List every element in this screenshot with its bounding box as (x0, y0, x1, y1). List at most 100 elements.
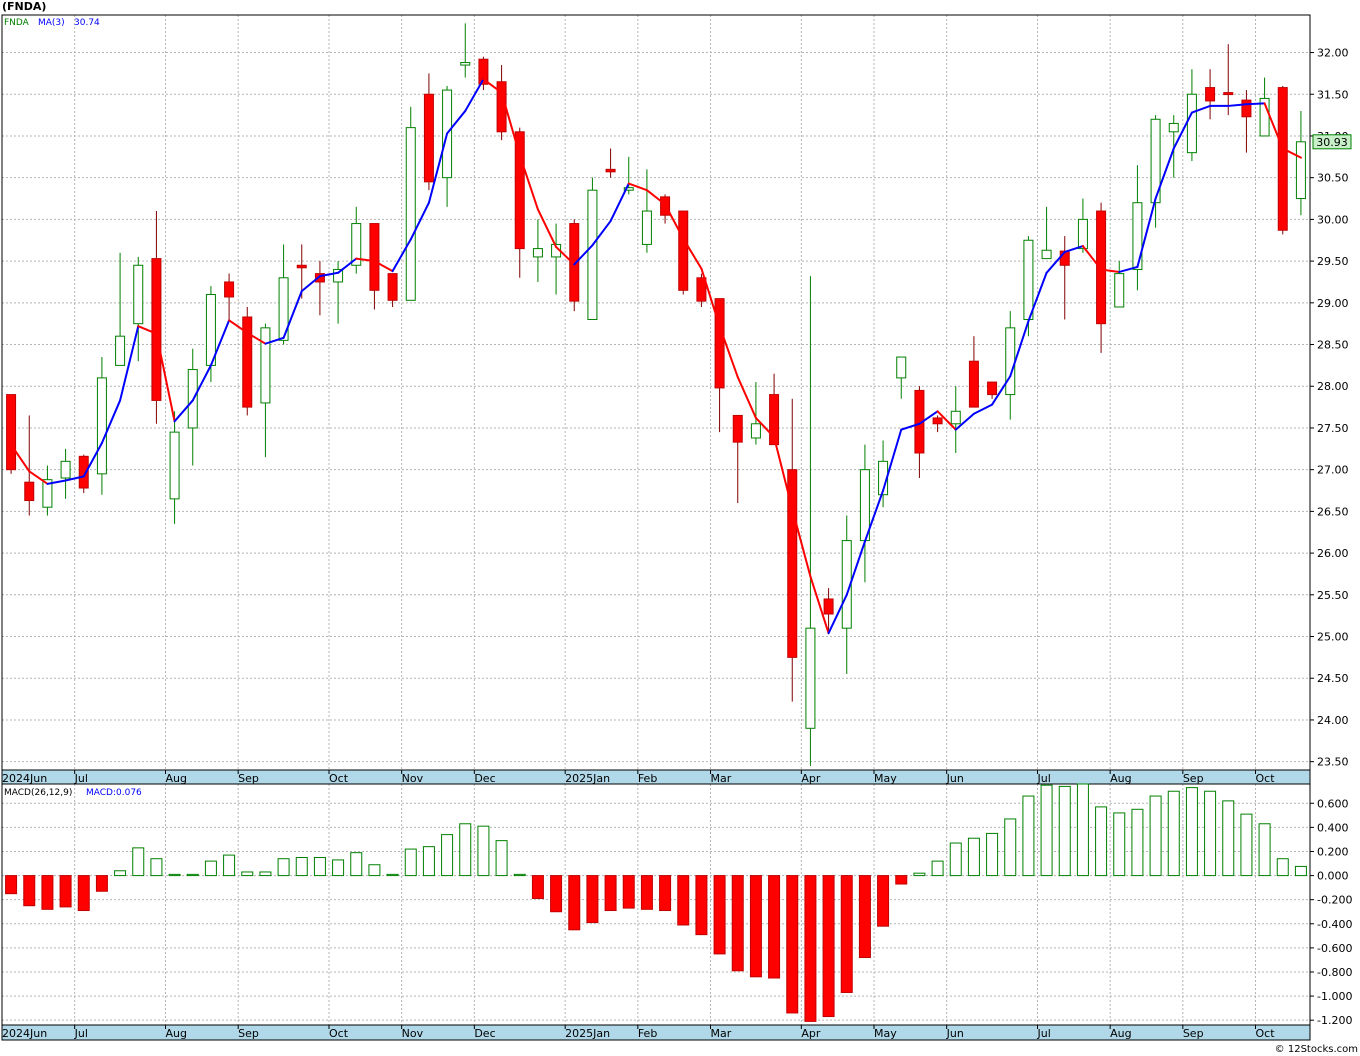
candle-body (260, 327, 271, 404)
macd-bar (350, 852, 363, 877)
macd-bar (241, 871, 254, 877)
macd-bar (1076, 783, 1089, 877)
ma-segment (682, 237, 703, 270)
candle-body (151, 258, 162, 401)
macd-bar (332, 859, 345, 877)
macd-bar (1040, 784, 1053, 877)
macd-bar (949, 842, 962, 877)
macd-bar (513, 873, 526, 877)
macd-bar (5, 875, 18, 895)
price-tick-label: 27.00 (1317, 464, 1349, 477)
chart-title: (FNDA) (2, 0, 47, 13)
ma-segment (464, 78, 485, 112)
month-label: May (874, 1027, 897, 1040)
month-label: 2024Jun (2, 1027, 47, 1040)
macd-bar (41, 875, 54, 910)
candle-body (932, 417, 943, 425)
ma-segment (664, 203, 685, 240)
macd-legend: MACD(26,12,9) MACD:0.076 (4, 788, 142, 798)
last-price-label: 30.93 (1316, 136, 1348, 149)
candle-body (678, 210, 689, 291)
ma-segment (536, 208, 558, 248)
macd-bar (931, 860, 944, 877)
legend-macd-label: MACD(26,12,9) (4, 788, 72, 798)
candle-body (769, 394, 780, 446)
macd-bar (313, 857, 326, 877)
macd-bar (804, 875, 817, 1022)
candle-body (587, 189, 598, 321)
macd-bars (5, 783, 1307, 1022)
candle-body (605, 168, 616, 173)
macd-tick-label: 0.000 (1317, 870, 1349, 883)
ma-segment (773, 436, 794, 510)
ma-segment (1100, 268, 1121, 273)
macd-bar (477, 825, 490, 877)
candle-body (569, 223, 580, 302)
macd-bar (441, 834, 454, 877)
candle-body (60, 460, 71, 479)
candle-body (750, 423, 761, 439)
candle-body (1005, 327, 1016, 396)
price-tick-label: 26.50 (1317, 505, 1349, 518)
ma-segment (591, 220, 612, 247)
ma-segment (119, 325, 140, 402)
macd-bar (877, 875, 890, 927)
candle-body (96, 377, 107, 475)
macd-bar (114, 870, 127, 877)
ma-segment (228, 319, 249, 334)
candle-body (1077, 218, 1088, 250)
ma-segment (954, 412, 975, 431)
macd-bar (1167, 790, 1180, 877)
candle-body (351, 223, 362, 266)
price-tick-label: 28.00 (1317, 380, 1349, 393)
ma-segment (1136, 197, 1157, 268)
month-label: May (874, 772, 897, 785)
price-tick-label: 24.50 (1317, 672, 1349, 685)
macd-bar (604, 875, 617, 912)
macd-bar (695, 875, 708, 936)
candle-body (387, 273, 398, 301)
candle-body (1186, 93, 1197, 154)
candle-body (1096, 210, 1107, 325)
legend-macd-value: MACD:0.076 (86, 788, 142, 798)
ma-segment (318, 271, 340, 278)
month-label: Feb (638, 772, 657, 785)
candle-body (1277, 87, 1288, 231)
month-label: Sep (1183, 772, 1204, 785)
ma-segment (1281, 147, 1302, 159)
macd-bar (858, 875, 871, 959)
price-tick-label: 30.50 (1317, 172, 1349, 185)
ma-segment (754, 416, 776, 439)
month-label: Aug (166, 1027, 187, 1040)
month-label: Nov (402, 1027, 424, 1040)
macd-bar (368, 864, 381, 877)
price-grid (1, 15, 1310, 770)
candle-body (714, 298, 725, 389)
macd-bar (1095, 806, 1108, 877)
candle-body (278, 277, 289, 341)
ma-segment (1118, 265, 1139, 273)
month-label: Aug (166, 772, 187, 785)
candle-body (1168, 122, 1179, 133)
macd-bar (986, 832, 999, 877)
candle-body (641, 210, 652, 245)
macd-tick-label: 0.200 (1317, 845, 1349, 858)
macd-bar (622, 875, 635, 909)
ma-segment (863, 489, 885, 543)
macd-bar (1004, 818, 1017, 877)
price-panel-frame (1, 14, 1311, 771)
candle-body (423, 93, 434, 183)
macd-tick-label: -0.400 (1317, 918, 1352, 931)
candle-body (333, 268, 344, 283)
price-tick-label: 31.50 (1317, 88, 1349, 101)
month-label: 2025Jan (565, 1027, 610, 1040)
candle-body (514, 131, 525, 250)
candle-body (1241, 99, 1252, 118)
ma-segment (482, 78, 503, 94)
ma-segment (627, 182, 648, 192)
month-label: 2025Jan (565, 772, 610, 785)
price-tick-label: 28.50 (1317, 339, 1349, 352)
ma-segment (355, 257, 376, 263)
candle-body (242, 316, 253, 408)
